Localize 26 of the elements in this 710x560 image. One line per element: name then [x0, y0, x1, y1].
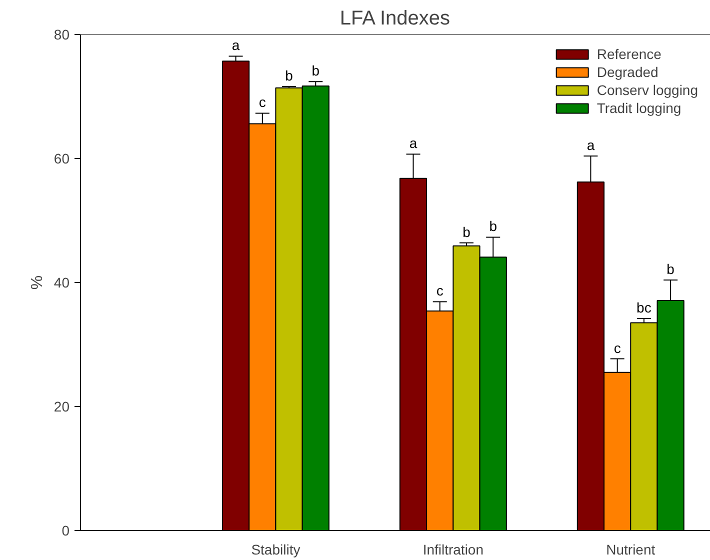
y-tick-label: 60 — [54, 150, 70, 166]
y-tick-label: 80 — [54, 26, 70, 42]
legend-label: Tradit logging — [596, 100, 682, 116]
x-tick-label: Infiltration — [422, 542, 484, 558]
y-tick-label: 40 — [54, 274, 70, 290]
y-axis-title: % — [28, 275, 46, 290]
data-label: b — [312, 62, 320, 79]
y-tick-label: 0 — [62, 522, 70, 538]
x-tick-label: Stability — [251, 542, 300, 558]
data-label: c — [258, 94, 266, 110]
data-label: b — [489, 218, 498, 234]
data-label: a — [409, 135, 418, 152]
legend-label: Reference — [596, 46, 662, 62]
data-label: c — [614, 340, 621, 356]
data-label: b — [462, 224, 471, 240]
data-label: b — [666, 261, 675, 278]
chart-title: LFA Indexes — [340, 8, 450, 30]
legend-label: Degraded — [596, 64, 658, 80]
data-label: a — [586, 137, 595, 154]
y-tick-label: 20 — [54, 398, 70, 414]
data-label: a — [232, 37, 240, 54]
data-label: c — [436, 282, 444, 299]
data-label: bc — [636, 299, 652, 316]
x-tick-label: Nutrient — [606, 542, 656, 558]
data-label: b — [285, 68, 294, 84]
legend-label: Conserv logging — [596, 82, 698, 98]
